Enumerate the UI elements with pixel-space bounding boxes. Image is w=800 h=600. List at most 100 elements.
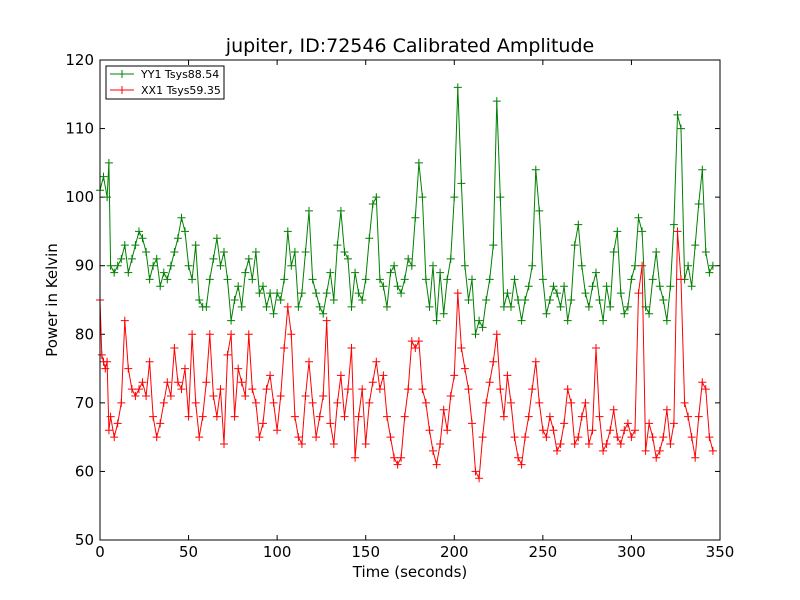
data-point-yy1 <box>227 316 236 325</box>
data-point-xx1 <box>205 330 214 339</box>
data-point-xx1 <box>662 405 671 414</box>
data-point-xx1 <box>669 419 678 428</box>
data-point-xx1 <box>383 412 391 421</box>
data-point-xx1 <box>358 385 367 394</box>
y-tick-label: 100 <box>65 188 94 206</box>
data-point-yy1 <box>407 261 416 270</box>
data-point-xx1 <box>104 426 113 435</box>
data-point-yy1 <box>159 268 168 277</box>
data-point-yy1 <box>202 302 211 311</box>
data-point-xx1 <box>521 433 530 442</box>
data-point-yy1 <box>609 248 618 256</box>
y-tick-label: 70 <box>75 394 94 412</box>
data-point-yy1 <box>297 289 306 298</box>
data-point-yy1 <box>673 110 682 119</box>
data-point-yy1 <box>560 282 569 291</box>
data-point-yy1 <box>294 302 303 311</box>
data-point-xx1 <box>599 446 608 455</box>
data-point-yy1 <box>266 289 275 298</box>
data-point-yy1 <box>283 227 292 236</box>
data-point-yy1 <box>517 316 526 325</box>
data-point-yy1 <box>446 254 455 263</box>
y-axis-label: Power in Kelvin <box>43 243 61 357</box>
data-point-yy1 <box>110 268 119 277</box>
data-point-xx1 <box>127 385 136 394</box>
data-point-yy1 <box>616 289 625 298</box>
y-tick-label: 110 <box>65 120 94 138</box>
data-point-yy1 <box>273 289 282 298</box>
data-point-xx1 <box>666 440 675 448</box>
data-point-yy1 <box>269 309 278 318</box>
data-point-xx1 <box>446 392 455 400</box>
data-point-xx1 <box>414 337 423 346</box>
data-point-xx1 <box>677 275 685 284</box>
data-point-yy1 <box>244 254 253 263</box>
data-point-xx1 <box>266 371 275 380</box>
data-point-xx1 <box>120 316 129 325</box>
data-point-xx1 <box>517 460 526 469</box>
data-point-yy1 <box>347 302 356 311</box>
data-point-yy1 <box>510 275 519 284</box>
data-point-yy1 <box>453 83 462 92</box>
data-point-xx1 <box>290 412 299 421</box>
data-point-xx1 <box>255 433 264 442</box>
data-point-yy1 <box>638 227 647 236</box>
data-point-yy1 <box>99 172 108 181</box>
data-point-xx1 <box>244 330 253 339</box>
x-tick-label: 250 <box>529 543 558 561</box>
y-tick-label: 90 <box>75 257 94 275</box>
data-point-xx1 <box>655 446 664 455</box>
data-point-yy1 <box>514 296 523 304</box>
data-point-yy1 <box>425 302 434 311</box>
data-point-xx1 <box>648 433 657 442</box>
data-point-xx1 <box>563 385 572 394</box>
x-axis-label: Time (seconds) <box>352 563 468 581</box>
data-point-yy1 <box>336 206 345 215</box>
data-point-yy1 <box>326 268 335 277</box>
data-point-yy1 <box>333 241 342 250</box>
data-point-xx1 <box>645 419 654 428</box>
data-point-yy1 <box>631 261 639 270</box>
data-point-xx1 <box>312 433 321 442</box>
data-point-xx1 <box>280 344 289 352</box>
data-point-xx1 <box>560 419 569 428</box>
data-point-yy1 <box>365 234 374 243</box>
data-point-yy1 <box>216 261 225 270</box>
data-point-yy1 <box>383 302 391 311</box>
data-point-xx1 <box>641 446 650 455</box>
data-point-xx1 <box>659 433 668 442</box>
data-point-xx1 <box>609 405 618 414</box>
data-point-yy1 <box>677 124 685 133</box>
data-point-xx1 <box>482 398 491 407</box>
data-point-yy1 <box>312 289 321 298</box>
data-point-xx1 <box>390 453 399 462</box>
data-point-xx1 <box>351 453 360 462</box>
data-point-xx1 <box>606 426 615 435</box>
data-point-xx1 <box>181 364 189 373</box>
data-point-xx1 <box>574 433 583 442</box>
data-point-xx1 <box>170 344 179 352</box>
legend-label-xx1: XX1 Tsys59.35 <box>141 84 221 97</box>
data-point-xx1 <box>698 378 707 387</box>
x-tick-label: 350 <box>706 543 735 561</box>
data-point-yy1 <box>623 302 632 311</box>
data-point-yy1 <box>606 302 615 311</box>
data-point-yy1 <box>322 289 331 298</box>
data-point-yy1 <box>475 316 484 325</box>
data-point-xx1 <box>514 453 523 462</box>
data-point-yy1 <box>535 206 544 215</box>
data-point-xx1 <box>691 453 700 462</box>
legend-label-yy1: YY1 Tsys88.54 <box>140 68 219 81</box>
data-point-xx1 <box>336 371 345 380</box>
data-point-yy1 <box>471 330 480 339</box>
data-point-yy1 <box>358 296 367 304</box>
data-point-xx1 <box>581 398 590 407</box>
data-point-yy1 <box>117 254 126 263</box>
x-tick-label: 100 <box>263 543 292 561</box>
data-point-xx1 <box>234 364 243 373</box>
data-point-yy1 <box>156 282 165 291</box>
data-point-yy1 <box>329 296 338 304</box>
data-point-xx1 <box>301 392 310 400</box>
data-point-xx1 <box>507 398 515 407</box>
